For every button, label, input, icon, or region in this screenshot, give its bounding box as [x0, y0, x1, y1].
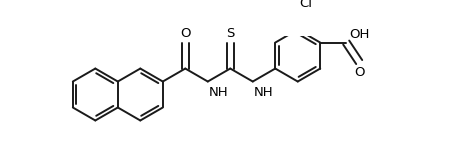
Text: O: O — [180, 27, 191, 40]
Text: S: S — [226, 27, 235, 40]
Text: O: O — [354, 66, 364, 79]
Text: Cl: Cl — [300, 0, 312, 10]
Text: NH: NH — [254, 86, 273, 99]
Text: NH: NH — [209, 86, 228, 99]
Text: OH: OH — [349, 28, 370, 41]
